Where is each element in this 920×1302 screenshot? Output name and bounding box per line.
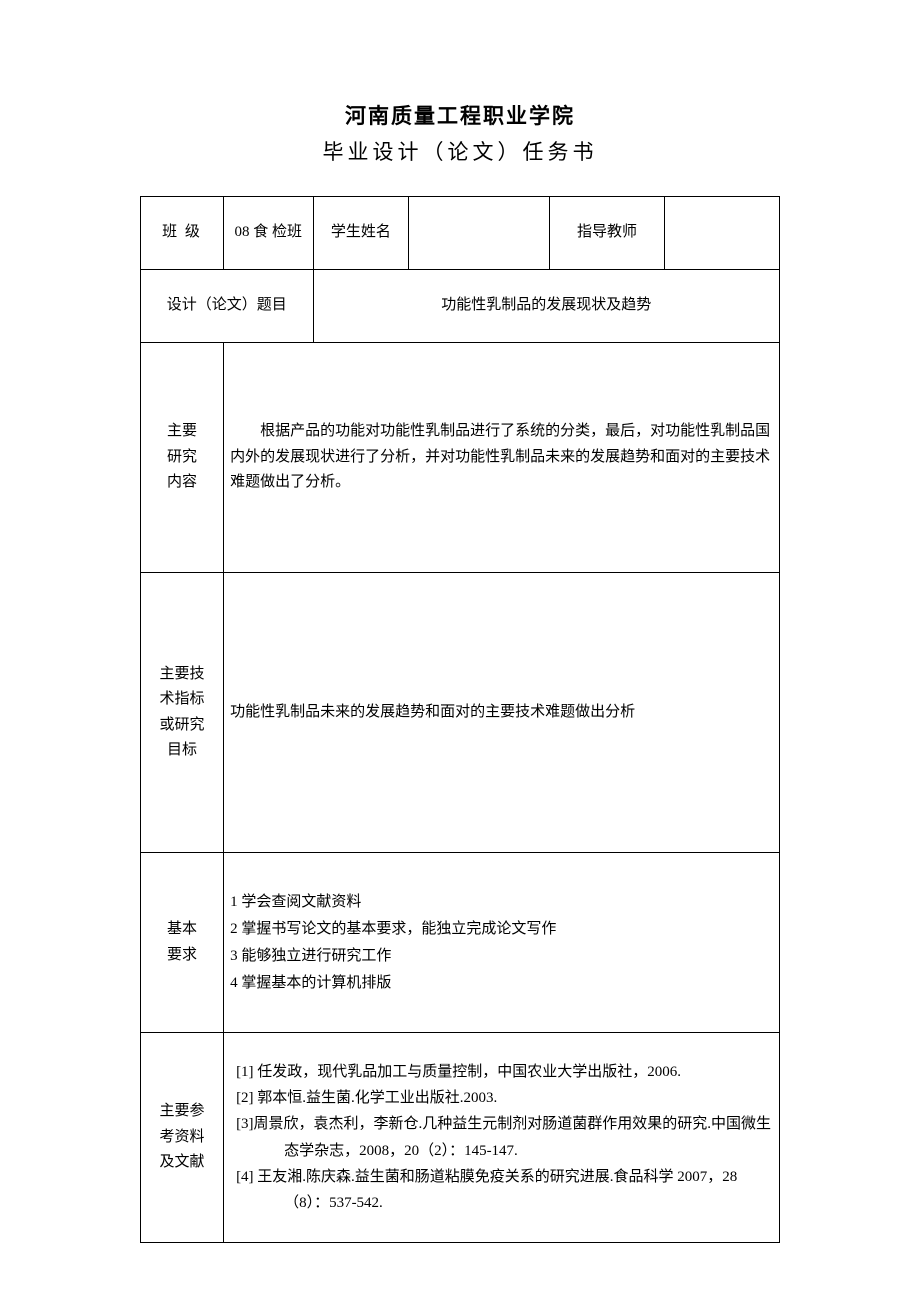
advisor-label: 指导教师 [549, 197, 664, 270]
content-paragraph: 根据产品的功能对功能性乳制品进行了系统的分类，最后，对功能性乳制品国内外的发展现… [230, 419, 773, 496]
list-item: 4 掌握基本的计算机排版 [230, 970, 773, 997]
label-line: 研究 [147, 445, 217, 471]
references-text: [1] 任发政，现代乳品加工与质量控制，中国农业大学出版社，2006. [2] … [224, 1033, 780, 1243]
list-item: 2 掌握书写论文的基本要求，能独立完成论文写作 [230, 916, 773, 943]
page: 河南质量工程职业学院 毕业设计（论文）任务书 班 级 08 食 检班 学生姓名 … [0, 0, 920, 1302]
topic-label: 设计（论文）题目 [141, 270, 314, 343]
table-row: 班 级 08 食 检班 学生姓名 指导教师 [141, 197, 780, 270]
title-block: 河南质量工程职业学院 毕业设计（论文）任务书 [140, 100, 780, 166]
institution-title: 河南质量工程职业学院 [140, 100, 780, 130]
label-line: 主要技 [147, 662, 217, 688]
label-line: 术指标 [147, 687, 217, 713]
label-line: 主要参 [147, 1099, 217, 1125]
table-row: 主要技 术指标 或研究 目标 功能性乳制品未来的发展趋势和面对的主要技术难题做出… [141, 573, 780, 853]
research-content-text: 根据产品的功能对功能性乳制品进行了系统的分类，最后，对功能性乳制品国内外的发展现… [224, 343, 780, 573]
list-item: [4] 王友湘.陈庆森.益生菌和肠道粘膜免疫关系的研究进展.食品科学 2007，… [236, 1164, 773, 1217]
label-line: 基本 [147, 917, 217, 943]
list-item: [2] 郭本恒.益生菌.化学工业出版社.2003. [236, 1085, 773, 1111]
list-item: [1] 任发政，现代乳品加工与质量控制，中国农业大学出版社，2006. [236, 1059, 773, 1085]
requirements-list: 1 学会查阅文献资料 2 掌握书写论文的基本要求，能独立完成论文写作 3 能够独… [230, 889, 773, 997]
label-line: 及文献 [147, 1150, 217, 1176]
basic-requirements-text: 1 学会查阅文献资料 2 掌握书写论文的基本要求，能独立完成论文写作 3 能够独… [224, 853, 780, 1033]
research-goal-label: 主要技 术指标 或研究 目标 [141, 573, 224, 853]
label-line: 要求 [147, 943, 217, 969]
table-row: 主要 研究 内容 根据产品的功能对功能性乳制品进行了系统的分类，最后，对功能性乳… [141, 343, 780, 573]
topic-value: 功能性乳制品的发展现状及趋势 [313, 270, 779, 343]
basic-requirements-label: 基本 要求 [141, 853, 224, 1033]
label-line: 目标 [147, 738, 217, 764]
list-item: 3 能够独立进行研究工作 [230, 943, 773, 970]
goal-paragraph: 功能性乳制品未来的发展趋势和面对的主要技术难题做出分析 [230, 700, 773, 726]
list-item: 1 学会查阅文献资料 [230, 889, 773, 916]
class-label: 班 级 [141, 197, 224, 270]
label-line: 内容 [147, 470, 217, 496]
label-line: 考资料 [147, 1125, 217, 1151]
task-form-table: 班 级 08 食 检班 学生姓名 指导教师 设计（论文）题目 功能性乳制品的发展… [140, 196, 780, 1243]
advisor-value [664, 197, 779, 270]
research-goal-text: 功能性乳制品未来的发展趋势和面对的主要技术难题做出分析 [224, 573, 780, 853]
student-name-label: 学生姓名 [313, 197, 409, 270]
class-value: 08 食 检班 [224, 197, 313, 270]
references-list: [1] 任发政，现代乳品加工与质量控制，中国农业大学出版社，2006. [2] … [230, 1059, 773, 1217]
references-label: 主要参 考资料 及文献 [141, 1033, 224, 1243]
table-row: 主要参 考资料 及文献 [1] 任发政，现代乳品加工与质量控制，中国农业大学出版… [141, 1033, 780, 1243]
research-content-label: 主要 研究 内容 [141, 343, 224, 573]
student-name-value [409, 197, 550, 270]
table-row: 设计（论文）题目 功能性乳制品的发展现状及趋势 [141, 270, 780, 343]
label-line: 或研究 [147, 713, 217, 739]
label-line: 主要 [147, 419, 217, 445]
list-item: [3]周景欣，袁杰利，李新仓.几种益生元制剂对肠道菌群作用效果的研究.中国微生态… [236, 1111, 773, 1164]
document-title: 毕业设计（论文）任务书 [140, 136, 780, 166]
table-row: 基本 要求 1 学会查阅文献资料 2 掌握书写论文的基本要求，能独立完成论文写作… [141, 853, 780, 1033]
